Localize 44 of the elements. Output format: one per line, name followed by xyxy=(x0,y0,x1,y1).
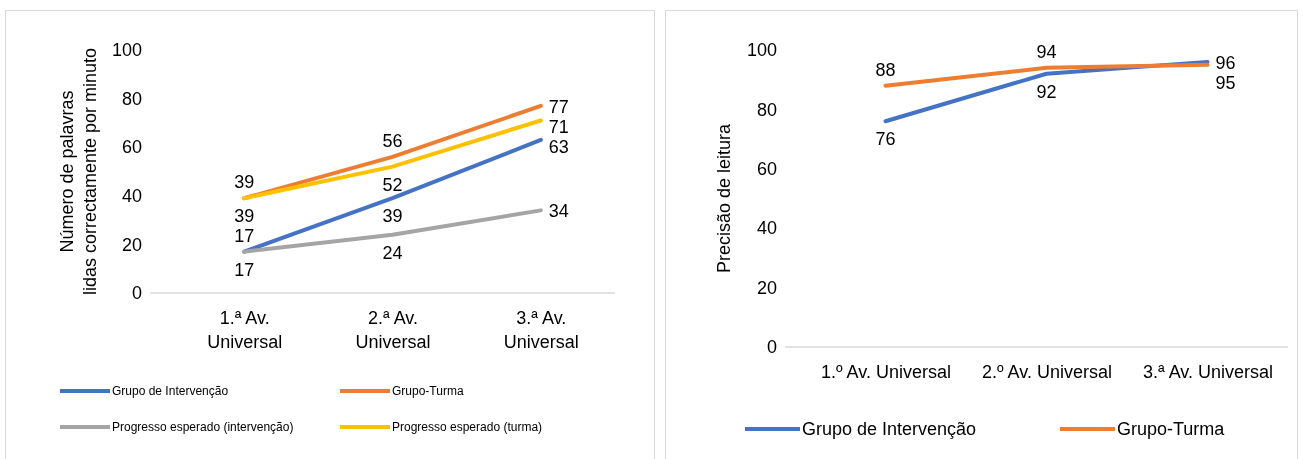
y-tick-label: 0 xyxy=(131,283,142,304)
y-axis-title: Precisão de leitura xyxy=(714,122,734,274)
y-tick-label: 60 xyxy=(756,159,777,180)
data-label: 96 xyxy=(1215,52,1236,73)
legend-label: Grupo de Intervenção xyxy=(802,419,977,440)
y-tick-label: 40 xyxy=(121,186,142,207)
x-tick-label: 3.ª Av. Universal xyxy=(503,307,579,353)
data-label: 24 xyxy=(382,242,403,263)
y-tick-label: 40 xyxy=(756,218,777,239)
x-tick-label: 2.ª Av. Universal xyxy=(355,307,431,353)
data-label: 17 xyxy=(234,259,255,280)
y-tick-label: 20 xyxy=(121,234,142,255)
x-tick-label: 1.ª Av. Universal xyxy=(207,307,283,353)
data-label: 39 xyxy=(382,206,403,227)
legend-label: Grupo de Intervenção xyxy=(112,384,229,399)
data-label: 95 xyxy=(1215,72,1236,93)
legend-label: Progresso esperado (turma) xyxy=(392,420,543,435)
y-tick-label: 80 xyxy=(121,88,142,109)
data-label: 39 xyxy=(234,206,255,227)
data-label: 34 xyxy=(548,201,569,222)
data-label: 77 xyxy=(548,96,569,117)
data-label: 63 xyxy=(548,136,569,157)
y-tick-label: 100 xyxy=(746,40,777,61)
data-label: 88 xyxy=(875,59,896,80)
y-tick-label: 60 xyxy=(121,137,142,158)
legend-label: Grupo-Turma xyxy=(392,384,464,399)
data-label: 71 xyxy=(548,116,569,137)
data-label: 92 xyxy=(1036,81,1057,102)
y-tick-label: 100 xyxy=(111,40,142,61)
data-label: 52 xyxy=(382,174,403,195)
data-label: 17 xyxy=(234,226,255,247)
y-tick-label: 80 xyxy=(756,99,777,120)
data-label: 39 xyxy=(234,172,255,193)
y-axis-title: Número de palavras lidas correctamente por minuto xyxy=(57,47,100,296)
x-tick-label: 2.º Av. Universal xyxy=(982,361,1112,382)
data-label: 76 xyxy=(875,129,896,150)
y-tick-label: 20 xyxy=(756,277,777,298)
data-label: 94 xyxy=(1036,41,1057,62)
legend-label: Progresso esperado (intervenção) xyxy=(112,420,294,435)
x-tick-label: 3.ª Av. Universal xyxy=(1142,361,1274,382)
data-label: 56 xyxy=(382,130,403,151)
y-tick-label: 0 xyxy=(766,337,777,358)
legend-label: Grupo-Turma xyxy=(1117,419,1226,440)
x-tick-label: 1.º Av. Universal xyxy=(821,361,951,382)
